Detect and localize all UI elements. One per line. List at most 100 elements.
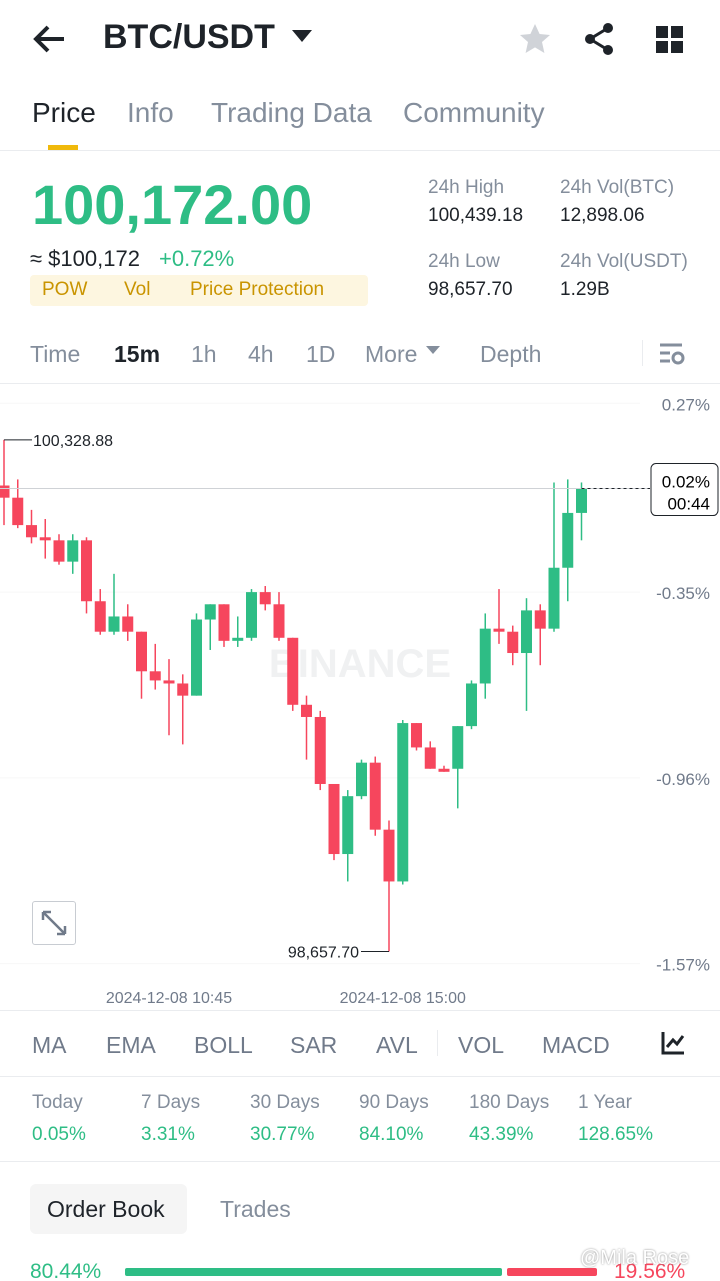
y-tick-label: -0.35% [656,584,710,603]
chart-watermark: BINANCE [269,642,451,686]
divider [0,383,720,384]
sell-bar [507,1268,597,1276]
indicator-settings-icon[interactable] [660,1030,686,1056]
y-tick-label: -1.57% [656,956,710,975]
candle-body [0,485,10,498]
period-label: 90 Days [359,1092,429,1113]
candle-body [273,604,285,638]
period-change: 43.39% [469,1124,534,1145]
candle-body [452,726,464,769]
candle-body [177,683,189,696]
candle-body [39,537,51,541]
candle-body [259,592,271,605]
order-book-tab[interactable]: Order Book [47,1196,165,1222]
stat-label: 24h Vol(USDT) [560,251,688,272]
candle-body [521,610,532,654]
sell-ratio: 19.56% [614,1260,686,1281]
candle-body [12,497,24,526]
candle-body [383,829,395,882]
fullscreen-button[interactable] [32,901,76,945]
period-change: 0.05% [32,1124,86,1145]
candle-body [94,601,106,632]
divider [642,340,643,366]
timeframe[interactable]: 15m [114,341,161,367]
pair-title[interactable]: BTC/USDT [103,18,275,56]
candle-body [411,723,422,748]
candle-body [287,637,299,705]
indicator[interactable]: EMA [106,1032,156,1058]
trades-tab[interactable]: Trades [220,1196,291,1222]
last-price: 100,172.00 [32,173,313,236]
stat-value: 12,898.06 [560,205,645,226]
price-tag-label: 0.02% [662,473,710,492]
period-change: 128.65% [578,1124,654,1145]
more-dropdown [426,346,440,354]
candle-body [576,488,587,513]
candle-body [149,671,161,681]
period-label: 30 Days [250,1092,320,1113]
tag-bar[interactable] [30,275,368,306]
indicator[interactable]: MA [32,1032,67,1058]
stat-value: 98,657.70 [428,279,513,300]
indicator[interactable]: AVL [376,1032,418,1058]
candle-body [493,628,505,632]
candle-body [136,631,147,672]
candle-body [562,512,574,568]
x-tick-label: 2024-12-08 10:45 [106,990,232,1007]
period-label: 7 Days [141,1092,201,1113]
period-change: 84.10% [359,1124,424,1145]
timeframe[interactable]: 1D [306,341,336,367]
y-tick-label: -0.96% [656,770,710,789]
candle-body [438,768,450,772]
timeframe[interactable]: 4h [248,341,274,367]
candle-body [81,540,92,602]
divider [0,1010,720,1011]
candle-body [328,783,340,855]
candle-body [548,567,560,629]
timeframe[interactable]: Time [30,341,81,367]
low-label: 98,657.70 [288,944,359,961]
indicator[interactable]: VOL [458,1032,505,1058]
candle-body [314,716,326,784]
candle-body [163,680,175,684]
tab[interactable]: Community [403,97,545,128]
candle-body [191,619,202,696]
favorite-icon[interactable] [518,22,552,56]
period-label: 180 Days [469,1092,550,1113]
candle-body [369,762,381,830]
period-label: 1 Year [578,1092,632,1113]
divider [0,1076,720,1077]
period-label: Today [32,1092,83,1113]
tab[interactable]: Info [127,97,174,128]
candle-body [246,592,257,638]
chart-settings-icon[interactable] [658,342,686,366]
candle-body [26,525,37,538]
tag[interactable]: Price Protection [190,279,325,300]
tag[interactable]: POW [42,279,88,300]
back-button[interactable] [30,22,70,56]
indicator[interactable]: SAR [290,1032,338,1058]
candle-body [67,540,79,562]
candle-body [534,610,546,629]
divider [437,1030,438,1056]
tag[interactable]: Vol [124,279,151,300]
tab[interactable]: Trading Data [211,97,372,128]
share-icon[interactable] [582,22,616,56]
timeframe[interactable]: More [365,341,418,367]
pair-dropdown[interactable] [292,30,312,44]
usd-price: ≈ $100,172 [30,246,140,271]
grid-menu-icon[interactable] [655,25,685,55]
period-change: 3.31% [141,1124,195,1145]
timeframe[interactable]: 1h [191,341,217,367]
timeframe[interactable]: Depth [480,341,542,367]
indicator[interactable]: BOLL [194,1032,253,1058]
watermark: @Mila Rose [580,1247,690,1269]
divider [0,1161,720,1162]
indicator[interactable]: MACD [542,1032,610,1058]
tab[interactable]: Price [32,97,96,128]
y-tick-label: 0.27% [662,395,710,414]
divider [0,150,720,151]
price-tag-time: 00:44 [667,495,710,514]
stat-value: 100,439.18 [428,205,524,226]
